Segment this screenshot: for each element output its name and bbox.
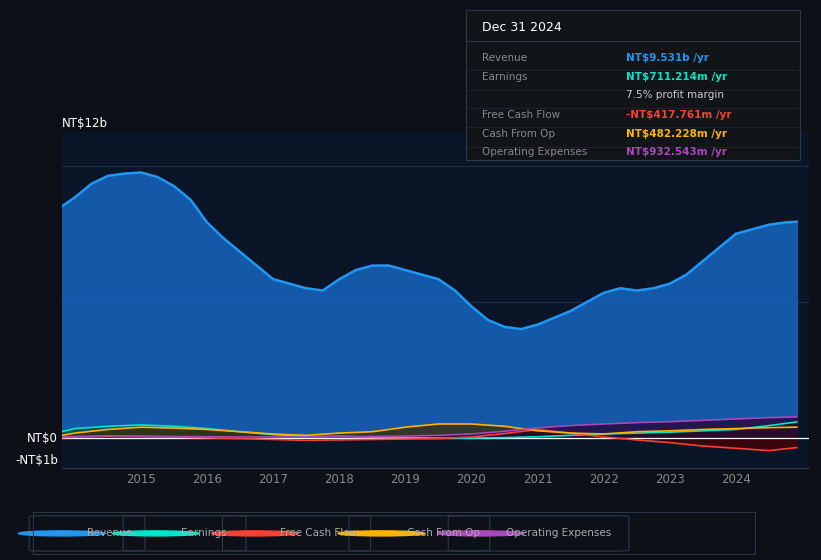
Text: NT$482.228m /yr: NT$482.228m /yr	[626, 129, 727, 139]
Text: Earnings: Earnings	[482, 72, 528, 82]
Text: Cash From Op: Cash From Op	[482, 129, 555, 139]
Circle shape	[438, 531, 524, 536]
Circle shape	[112, 531, 199, 536]
Text: Operating Expenses: Operating Expenses	[506, 529, 612, 538]
Text: NT$711.214m /yr: NT$711.214m /yr	[626, 72, 727, 82]
Text: Free Cash Flow: Free Cash Flow	[280, 529, 359, 538]
Text: NT$932.543m /yr: NT$932.543m /yr	[626, 147, 727, 157]
Circle shape	[212, 531, 298, 536]
Text: Free Cash Flow: Free Cash Flow	[482, 110, 561, 120]
Text: NT$0: NT$0	[27, 432, 57, 445]
Text: Revenue: Revenue	[87, 529, 132, 538]
Text: -NT$1b: -NT$1b	[15, 454, 57, 467]
Text: Operating Expenses: Operating Expenses	[482, 147, 588, 157]
Text: -NT$417.761m /yr: -NT$417.761m /yr	[626, 110, 732, 120]
Text: NT$9.531b /yr: NT$9.531b /yr	[626, 53, 709, 63]
Circle shape	[18, 531, 105, 536]
Text: Revenue: Revenue	[482, 53, 527, 63]
Text: NT$12b: NT$12b	[62, 117, 108, 130]
Text: Dec 31 2024: Dec 31 2024	[482, 21, 562, 34]
Text: Cash From Op: Cash From Op	[406, 529, 479, 538]
Text: Earnings: Earnings	[181, 529, 227, 538]
Circle shape	[338, 531, 424, 536]
Text: 7.5% profit margin: 7.5% profit margin	[626, 90, 724, 100]
